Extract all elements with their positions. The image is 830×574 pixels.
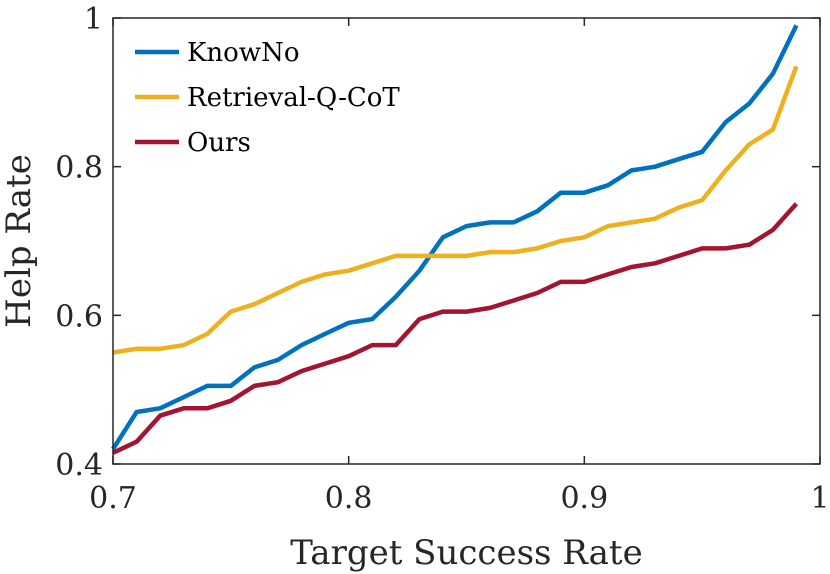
y-axis-label: Help Rate	[0, 154, 39, 328]
ticks-layer: 0.7 0.8 0.9 1 0.4 0.6 0.8 1	[55, 2, 829, 516]
legend-label: Ours	[187, 128, 251, 158]
x-tick-label: 0.7	[89, 481, 137, 516]
legend-label: KnowNo	[187, 38, 299, 68]
series-line-knowno	[111, 24, 799, 451]
x-tick-label: 0.9	[560, 481, 608, 516]
series-layer	[111, 24, 799, 455]
y-tick-label: 0.8	[55, 151, 103, 186]
series-line-retrieval-q-cot	[112, 65, 799, 355]
x-tick-label: 0.8	[325, 481, 373, 516]
axes-box	[112, 17, 821, 465]
x-tick-label: 1	[810, 481, 829, 516]
y-tick-label: 0.4	[55, 448, 103, 483]
x-axis-label: Target Success Rate	[290, 533, 642, 573]
legend-label: Retrieval-Q-CoT	[187, 83, 400, 113]
y-tick-label: 1	[84, 2, 103, 37]
y-tick-label: 0.6	[55, 299, 103, 334]
series-line-ours	[112, 202, 799, 455]
legend: KnowNo Retrieval-Q-CoT Ours	[135, 38, 400, 158]
